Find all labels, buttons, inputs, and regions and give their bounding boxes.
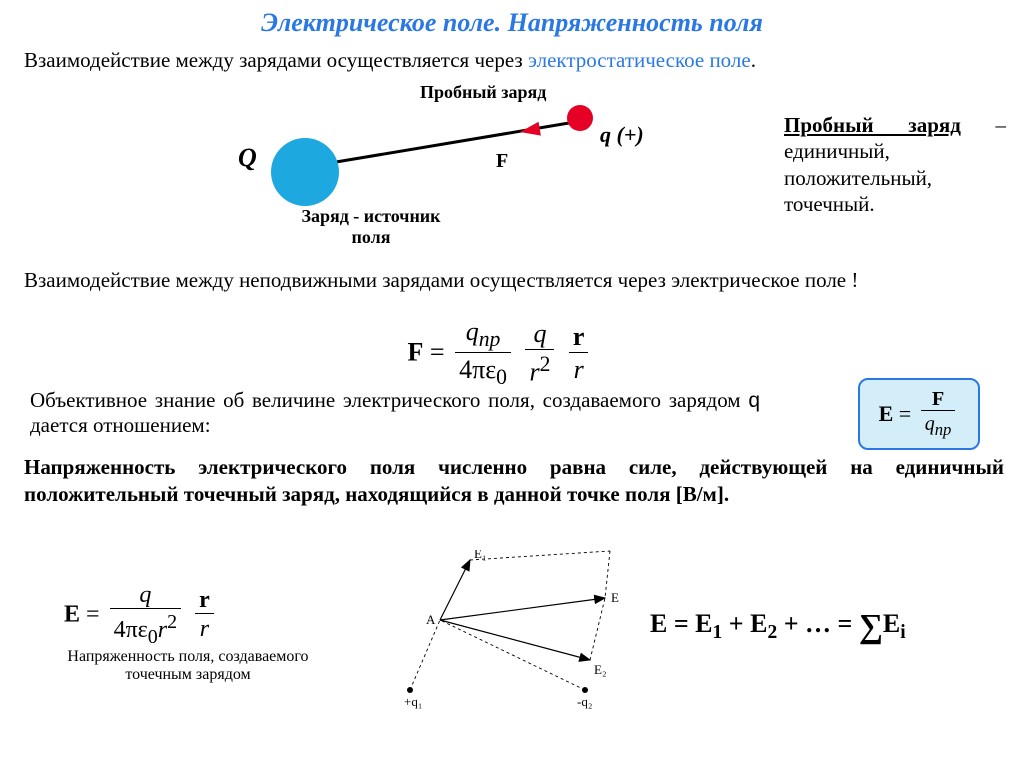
source-charge-icon xyxy=(271,138,339,206)
para3-a: Объективное знание об величине электриче… xyxy=(30,388,748,412)
svg-text:-q₂: -q₂ xyxy=(577,694,592,709)
sp-eq: = xyxy=(667,609,695,638)
den-r: r xyxy=(529,357,539,386)
Efrac2-den: r xyxy=(200,616,209,642)
svg-text:+q₁: +q₁ xyxy=(404,694,422,709)
Efrac2-num: r xyxy=(199,587,210,613)
E-lhs: E xyxy=(879,401,894,427)
den-sub0: 0 xyxy=(496,365,507,389)
sp-si: i xyxy=(900,622,905,643)
superposition-diagram: A E₁ E₂ E +q₁ -q₂ xyxy=(400,550,660,710)
frac-q-r2: q r2 xyxy=(525,320,554,389)
equals3: = xyxy=(86,602,106,628)
superposition-formula: E = E1 + E2 + … = ∑Ei xyxy=(650,608,906,646)
boxE-den: q xyxy=(925,413,935,435)
frac-unit-r2: r r xyxy=(195,587,214,646)
equals: = xyxy=(430,338,451,367)
sp-Ei: E xyxy=(883,609,900,638)
boxE-num: F xyxy=(932,388,944,410)
Efrac1-den: 4πε xyxy=(114,617,148,643)
physics-slide: { "title": { "text": "Электрическое поле… xyxy=(0,0,1024,767)
frac-unit-r: r r xyxy=(569,323,589,386)
intro-suffix: . xyxy=(751,48,756,72)
frac-q-4pie0r2: q 4πε0r2 xyxy=(110,582,182,650)
sigma-icon: ∑ xyxy=(859,608,883,645)
intro-keyword: электростатическое поле xyxy=(528,48,751,72)
den-4pie: 4πε xyxy=(459,355,496,384)
intro-prefix: Взаимодействие между зарядами осуществля… xyxy=(24,48,528,72)
point-charge-caption: Напряженность поля, создаваемого точечны… xyxy=(58,648,318,684)
Efrac1-num: q xyxy=(139,582,151,608)
page-title: Электрическое поле. Напряженность поля xyxy=(0,8,1024,38)
E-lhs2: E xyxy=(64,602,80,628)
Efrac1-den-sup: 2 xyxy=(167,611,177,633)
svg-text:E: E xyxy=(611,590,619,605)
num-rvec: r xyxy=(573,322,585,351)
field-strength-definition: Напряженность электрического поля числен… xyxy=(24,454,1004,509)
sp-E1: E xyxy=(695,609,712,638)
num-q2: q xyxy=(533,319,546,348)
charges-diagram xyxy=(210,80,710,260)
svg-text:A: A xyxy=(426,612,436,627)
para3-b: дается отношением: xyxy=(30,413,211,437)
den-sup2: 2 xyxy=(540,352,551,376)
probe-charge-icon xyxy=(567,105,593,131)
force-arrow-icon xyxy=(520,122,541,136)
F-lhs: F xyxy=(408,338,424,367)
point-charge-field-formula: E = q 4πε0r2 r r xyxy=(64,582,218,650)
sp-E2: E xyxy=(750,609,767,638)
sp-s2: 2 xyxy=(767,622,777,643)
svg-text:E₂: E₂ xyxy=(594,662,606,677)
para3-q: q xyxy=(748,389,760,412)
frac-qpr-4pie0: qпр 4πε0 xyxy=(455,318,511,391)
num-q: q xyxy=(466,317,479,346)
Efrac1-den-r: r xyxy=(158,617,167,643)
coulomb-force-formula: F = qпр 4πε0 q r2 r r xyxy=(350,318,650,391)
objective-knowledge-paragraph: Объективное знание об величине электриче… xyxy=(30,388,760,438)
svg-text:E₁: E₁ xyxy=(474,550,486,561)
boxE-den-sub: пр xyxy=(935,420,952,439)
field-definition-box: E = F qпр xyxy=(858,378,980,450)
num-sub: пр xyxy=(479,327,501,351)
probe-def-head: Пробный заряд xyxy=(784,113,961,137)
sp-dots: + … = xyxy=(777,609,859,638)
Efrac1-den-sub: 0 xyxy=(148,626,158,648)
sp-E: E xyxy=(650,609,667,638)
frac-F-q: F qпр xyxy=(921,388,956,441)
sp-p1: + xyxy=(722,609,750,638)
intro-text: Взаимодействие между зарядами осуществля… xyxy=(24,48,1004,73)
probe-definition: Пробный заряд – единичный, положительный… xyxy=(784,112,1006,217)
sp-s1: 1 xyxy=(713,622,723,643)
equals2: = xyxy=(893,401,916,427)
interaction-paragraph: Взаимодействие между неподвижными заряда… xyxy=(24,268,1004,293)
den-rmag: r xyxy=(574,355,584,384)
